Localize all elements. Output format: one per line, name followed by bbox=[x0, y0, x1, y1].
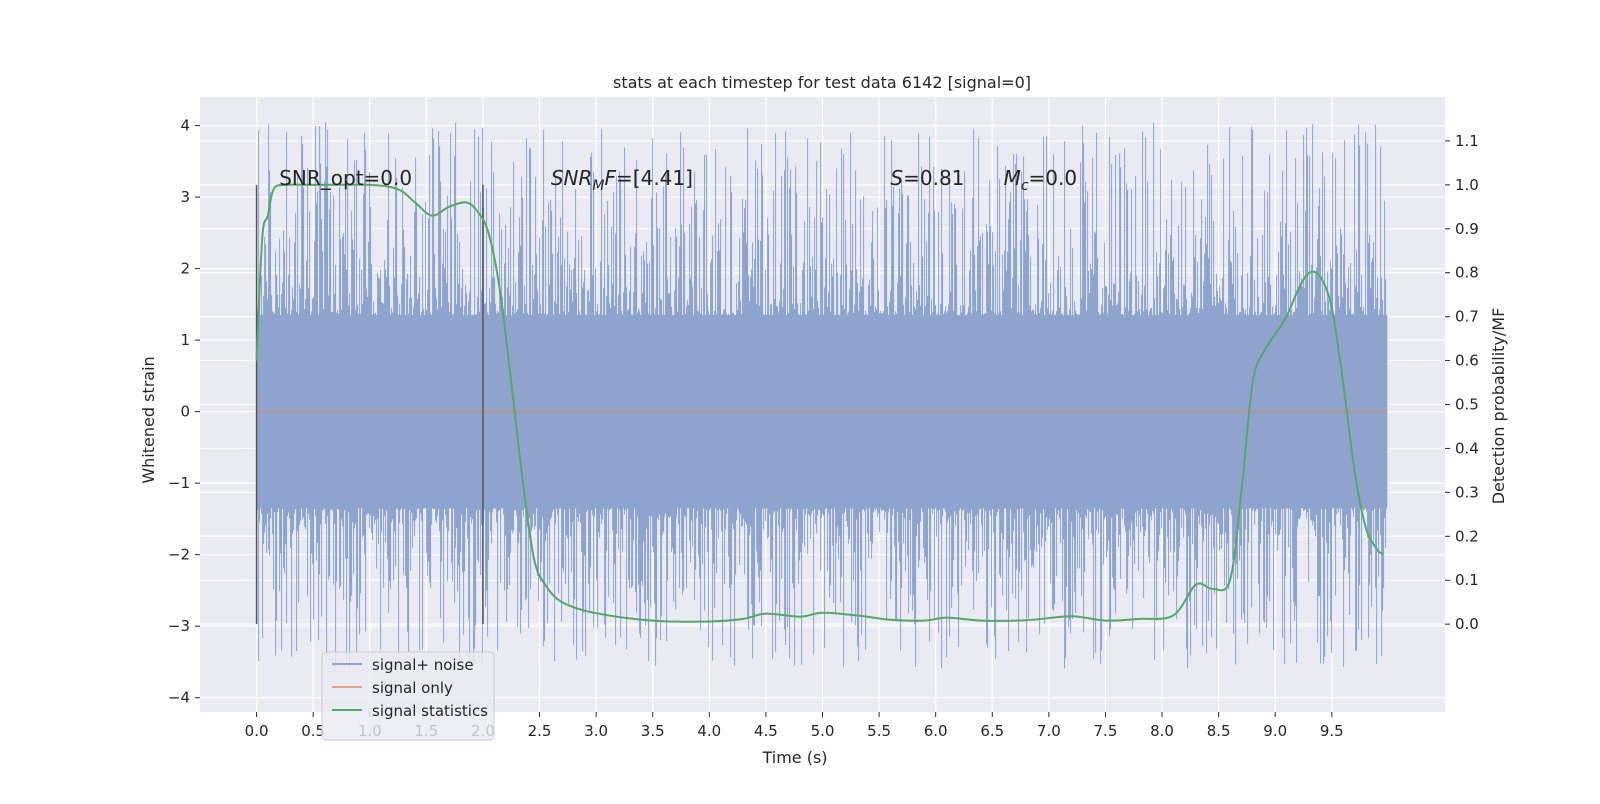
annotation-2: S=0.81 bbox=[890, 166, 964, 190]
annotation-3: Mc=0.0 bbox=[1004, 166, 1078, 194]
y2-tick-label: 0.2 bbox=[1455, 527, 1479, 545]
x-tick-label: 7.0 bbox=[1037, 722, 1061, 740]
legend: signal+ noise signal only signal statist… bbox=[321, 651, 495, 741]
y-tick-label: −1 bbox=[168, 474, 190, 492]
annotation-1: SNRMF=[4.41] bbox=[551, 166, 693, 194]
y2-tick-label: 0.6 bbox=[1455, 352, 1479, 370]
x-tick-label: 6.0 bbox=[924, 722, 948, 740]
y2-tick-label: 0.5 bbox=[1455, 396, 1479, 414]
x-tick-label: 7.5 bbox=[1094, 722, 1118, 740]
y-tick-label: 3 bbox=[180, 188, 190, 206]
annotations: SNR_opt=0.0 SNRMF=[4.41] S=0.81 Mc=0.0 bbox=[279, 166, 1077, 194]
y2-tick-label: 0.9 bbox=[1455, 220, 1479, 238]
y2-tick-label: 0.4 bbox=[1455, 439, 1479, 457]
y2-tick-label: 0.7 bbox=[1455, 308, 1479, 326]
y2-tick-label: 0.8 bbox=[1455, 264, 1479, 282]
y-tick-label: −4 bbox=[168, 689, 190, 707]
signal-statistics-line bbox=[255, 183, 1384, 623]
x-tick-label: 3.0 bbox=[584, 722, 608, 740]
y2-axis-ticks: 0.0 0.1 0.2 0.3 0.4 0.5 0.6 0.7 0.8 0.9 1.0 1.1 bbox=[1445, 132, 1479, 633]
y2-tick-label: 1.1 bbox=[1455, 132, 1479, 150]
y-tick-label: 0 bbox=[180, 403, 190, 421]
x-tick-label: 4.0 bbox=[697, 722, 721, 740]
y-tick-label: 4 bbox=[180, 117, 190, 135]
y-tick-label: 1 bbox=[180, 331, 190, 349]
legend-label-signal-noise: signal+ noise bbox=[372, 656, 474, 674]
y-tick-label: 2 bbox=[180, 260, 190, 278]
signal-statistics-series bbox=[255, 183, 1384, 623]
x-tick-label: 3.5 bbox=[641, 722, 665, 740]
x-tick-label: 5.0 bbox=[811, 722, 835, 740]
x-tick-label: 0.0 bbox=[245, 722, 269, 740]
y2-tick-label: 0.1 bbox=[1455, 571, 1479, 589]
y-axis-ticks: −4 −3 −2 −1 0 1 2 3 4 bbox=[168, 117, 200, 707]
chart-title: stats at each timestep for test data 614… bbox=[613, 73, 1031, 92]
x-tick-label: 4.5 bbox=[754, 722, 778, 740]
annotation-0: SNR_opt=0.0 bbox=[279, 166, 412, 190]
window-markers bbox=[255, 184, 484, 625]
x-axis-ticks: 0.00.51.01.52.02.53.03.54.04.55.05.56.06… bbox=[245, 712, 1344, 740]
y-tick-label: −2 bbox=[168, 546, 190, 564]
legend-label-signal-statistics: signal statistics bbox=[372, 702, 488, 720]
x-tick-label: 8.0 bbox=[1150, 722, 1174, 740]
x-tick-label: 0.5 bbox=[301, 722, 325, 740]
legend-label-signal-only: signal only bbox=[372, 679, 453, 697]
x-tick-label: 2.5 bbox=[528, 722, 552, 740]
y2-tick-label: 0.0 bbox=[1455, 615, 1479, 633]
x-axis-label: Time (s) bbox=[761, 748, 827, 767]
y-axis-label: Whitened strain bbox=[139, 356, 158, 483]
y2-tick-label: 1.0 bbox=[1455, 176, 1479, 194]
y2-tick-label: 0.3 bbox=[1455, 483, 1479, 501]
x-tick-label: 6.5 bbox=[980, 722, 1004, 740]
y-tick-label: −3 bbox=[168, 617, 190, 635]
legend-box bbox=[321, 651, 495, 741]
x-tick-label: 5.5 bbox=[867, 722, 891, 740]
x-tick-label: 9.5 bbox=[1320, 722, 1344, 740]
x-tick-label: 8.5 bbox=[1207, 722, 1231, 740]
y2-axis-label: Detection probability/MF bbox=[1489, 308, 1508, 505]
x-tick-label: 9.0 bbox=[1263, 722, 1287, 740]
